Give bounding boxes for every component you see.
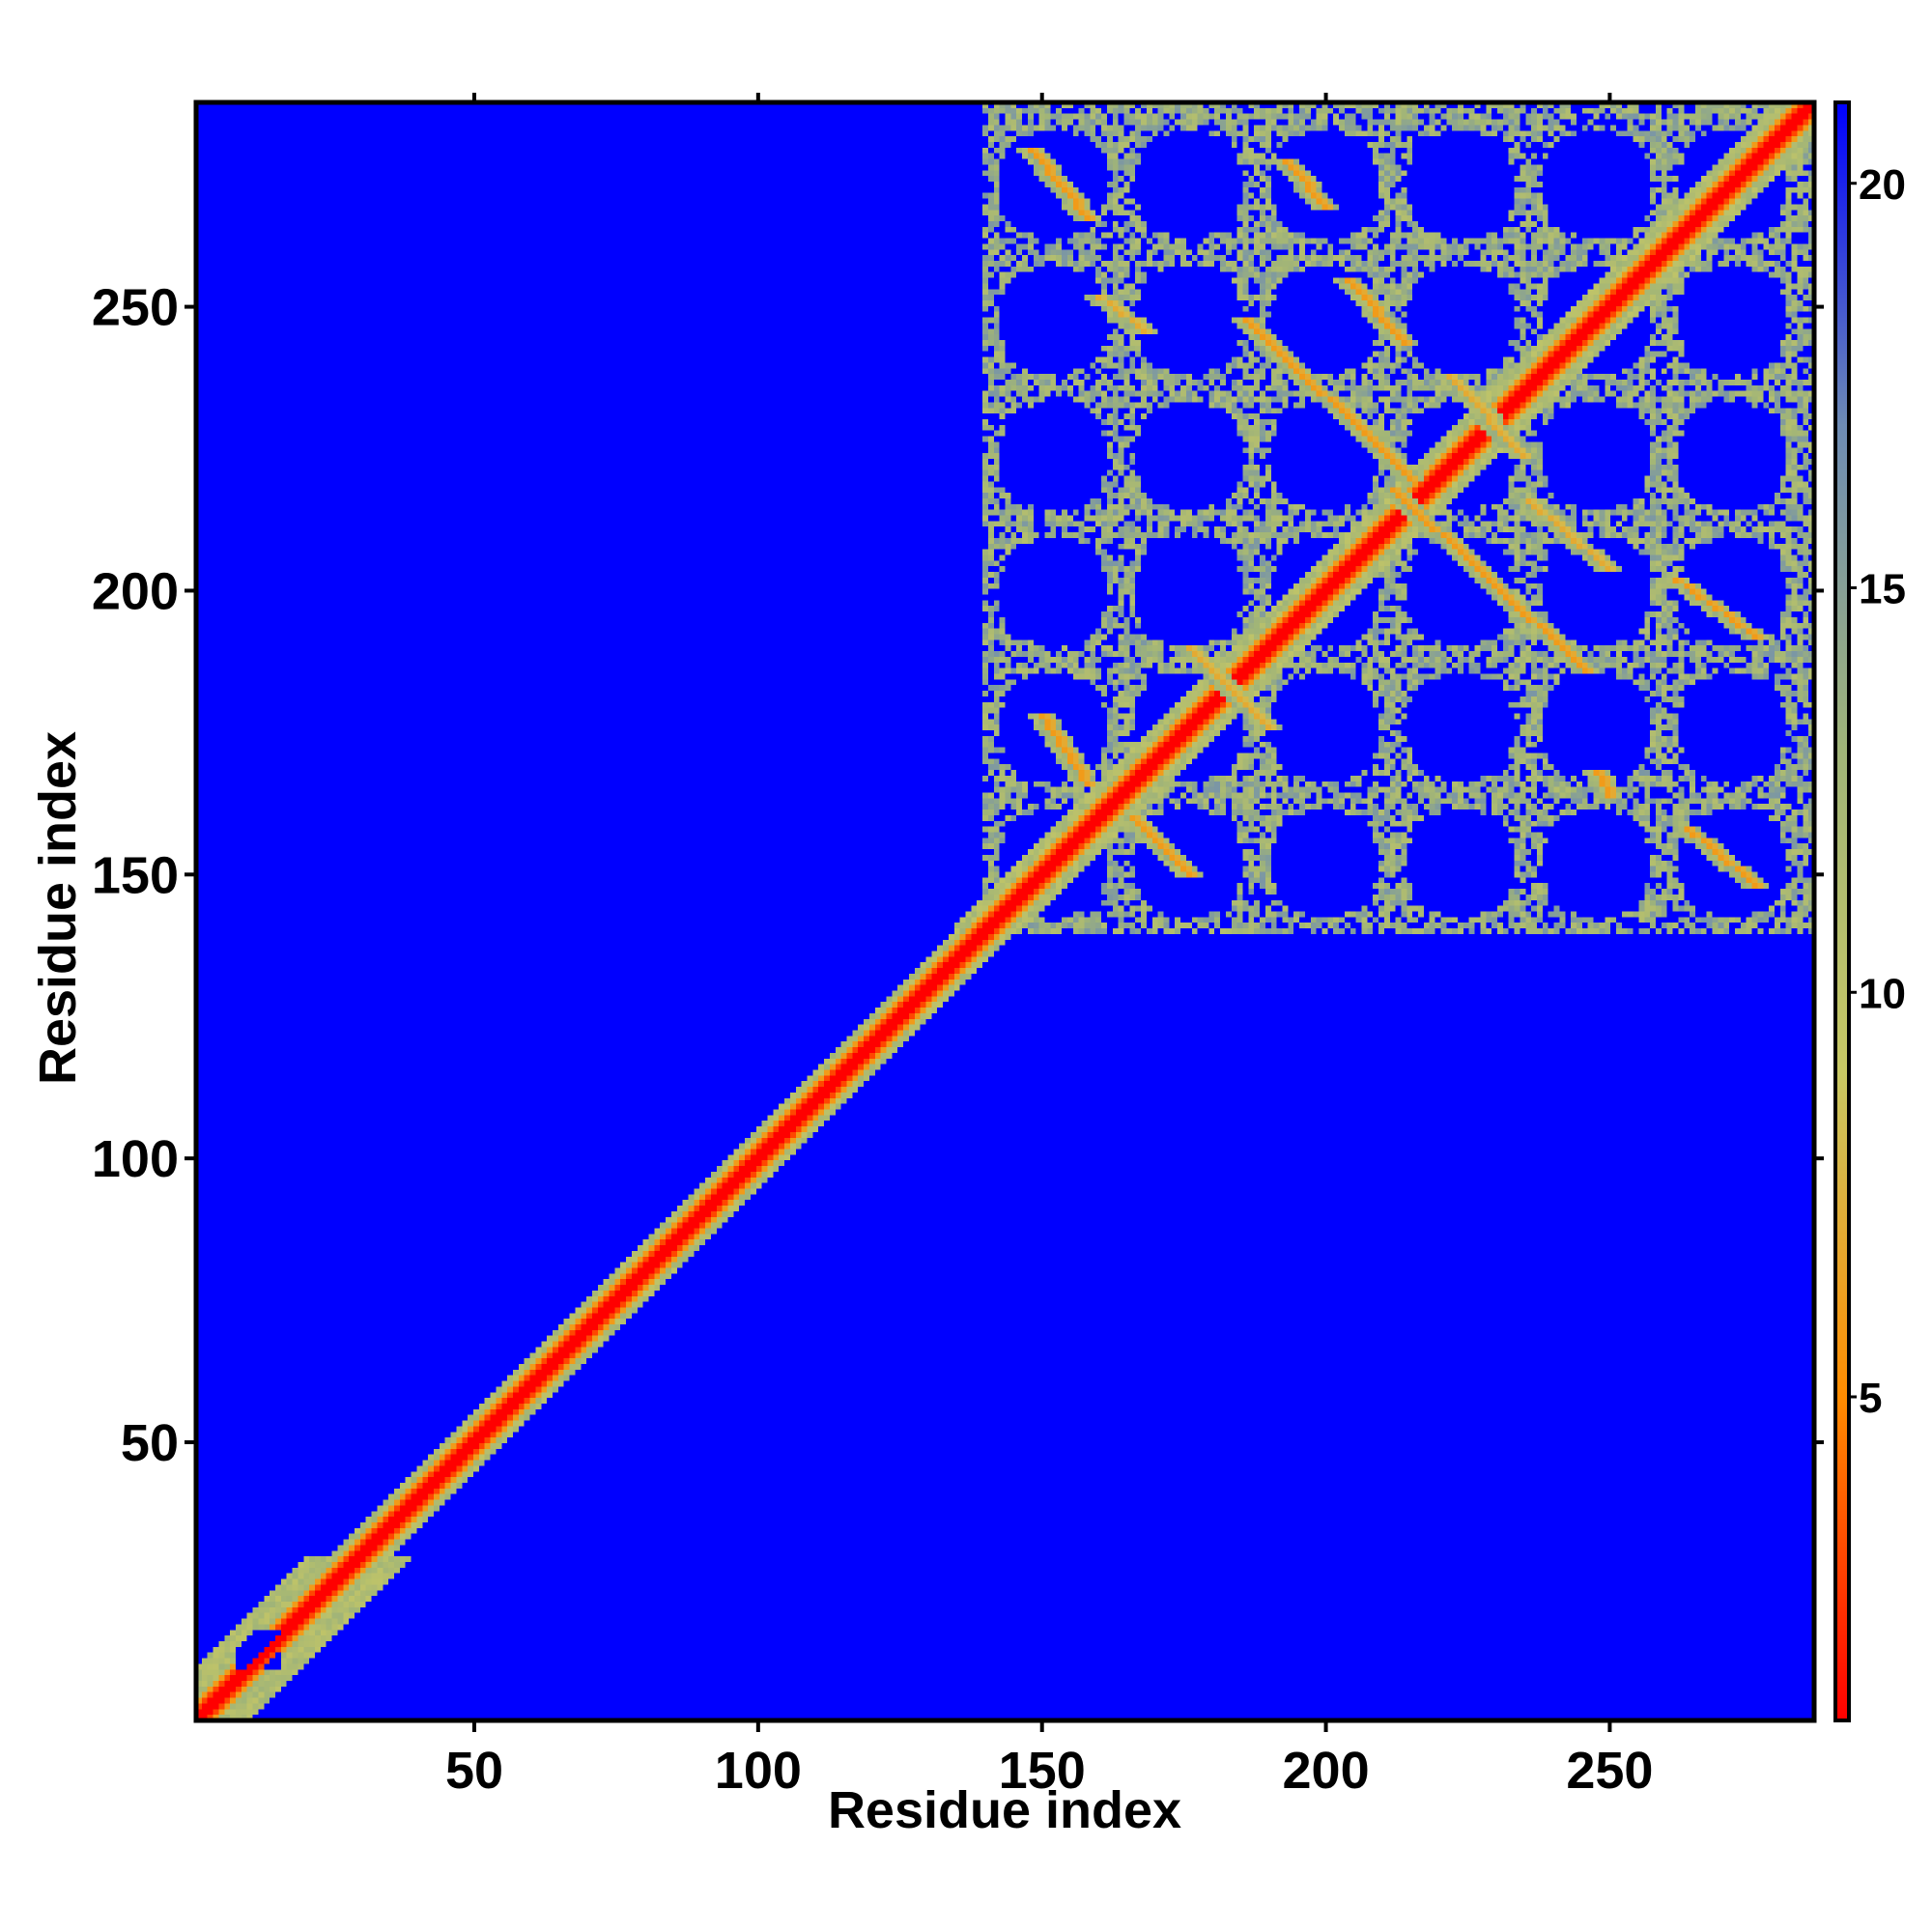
colorbar-gradient [1833,100,1851,1722]
x-axis-title: Residue index [828,1781,1181,1839]
heatmap-cells [196,102,1814,1720]
x-tick-label: 50 [445,1742,503,1800]
y-tick-label: 150 [92,846,179,904]
x-tick-label: 150 [999,1742,1086,1800]
heatmap-plot-area [193,99,1817,1723]
colorbar-tick-label: 15 [1859,566,1906,613]
y-tick-label: 50 [121,1414,179,1472]
y-tick-label: 200 [92,562,179,620]
plot-frame [193,99,1817,1723]
x-tick-label: 100 [715,1742,802,1800]
colorbar-tick-label: 20 [1859,161,1906,209]
y-tick-label: 250 [92,279,179,337]
colorbar: 5 10 15 20 [1833,100,1906,1722]
x-tick-label: 250 [1566,1742,1653,1800]
x-tick-label: 200 [1283,1742,1370,1800]
colorbar-tick-label: 10 [1859,970,1906,1017]
y-axis-title: Residue index [29,731,87,1085]
axes: 50 100 150 200 250 50 100 150 200 250 [92,93,1824,1800]
y-tick-label: 100 [92,1130,179,1188]
colorbar-tick-label: 5 [1859,1375,1882,1422]
